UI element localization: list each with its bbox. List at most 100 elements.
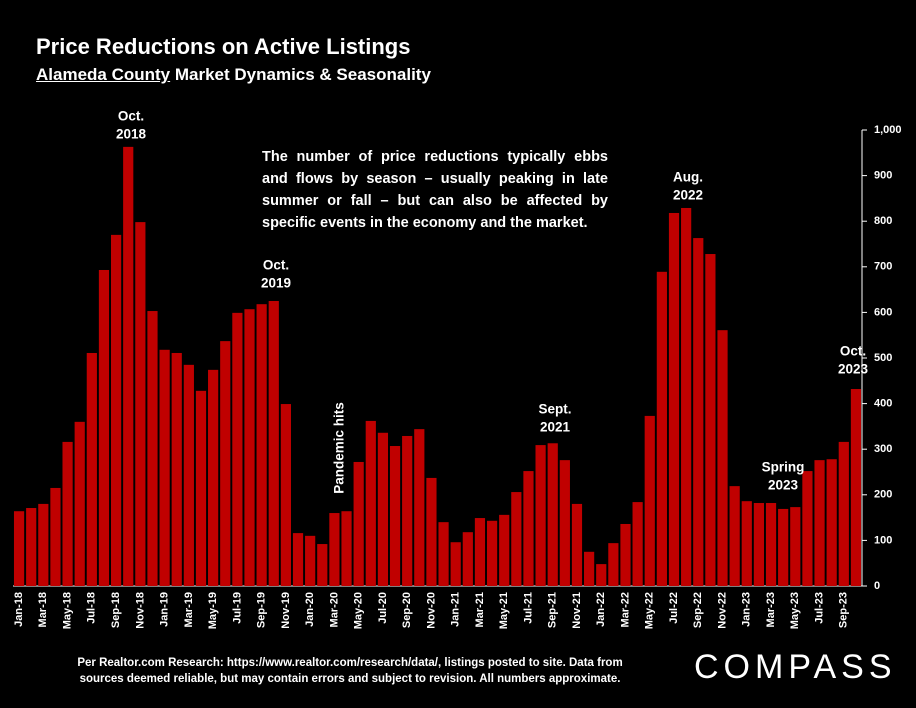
bar bbox=[559, 460, 570, 586]
x-tick-label: Mar-23 bbox=[765, 592, 777, 627]
bar bbox=[523, 471, 534, 586]
y-tick-label: 900 bbox=[874, 170, 892, 182]
bar bbox=[571, 503, 583, 586]
bar bbox=[765, 503, 777, 586]
x-tick-label: Sep-22 bbox=[692, 592, 704, 628]
y-tick-label: 400 bbox=[874, 398, 892, 410]
bar bbox=[778, 508, 789, 586]
bar bbox=[705, 254, 716, 587]
annotation-note: The number of price reductions typically… bbox=[262, 149, 608, 231]
y-tick-label: 600 bbox=[874, 306, 892, 318]
bar bbox=[38, 503, 49, 586]
x-tick-label: Nov-18 bbox=[134, 592, 146, 629]
x-tick-label: Jan-18 bbox=[13, 592, 25, 627]
y-tick-label: 1,000 bbox=[874, 124, 902, 136]
bar bbox=[826, 459, 837, 586]
bar bbox=[26, 508, 37, 586]
bar bbox=[486, 520, 498, 586]
bar bbox=[98, 269, 110, 586]
bar bbox=[171, 352, 182, 586]
bar bbox=[450, 542, 461, 586]
x-tick-label: Sep-23 bbox=[838, 592, 850, 628]
bar bbox=[183, 364, 194, 586]
x-tick-label: Jan-22 bbox=[595, 592, 607, 627]
bar bbox=[402, 435, 413, 586]
annotation: 2023 bbox=[838, 362, 869, 377]
x-tick-label: Nov-22 bbox=[716, 592, 728, 629]
x-tick-label: Mar-19 bbox=[183, 592, 195, 627]
x-tick-label: May-19 bbox=[207, 592, 219, 629]
logo: COMPASS bbox=[694, 648, 897, 686]
bar bbox=[814, 460, 825, 586]
bar bbox=[753, 503, 765, 586]
bar bbox=[244, 309, 255, 586]
bar bbox=[159, 349, 170, 586]
bar bbox=[608, 543, 619, 586]
bar bbox=[632, 502, 643, 586]
bar bbox=[620, 523, 631, 586]
annotation: Oct. bbox=[118, 109, 144, 124]
annotation: 2022 bbox=[673, 188, 703, 203]
bar bbox=[474, 518, 486, 586]
x-tick-label: May-20 bbox=[353, 592, 365, 629]
x-tick-label: May-23 bbox=[789, 592, 801, 629]
bar bbox=[50, 487, 61, 586]
subtitle-rest: Market Dynamics & Seasonality bbox=[170, 65, 431, 84]
x-tick-label: Jul-22 bbox=[668, 592, 680, 624]
bar bbox=[790, 507, 801, 586]
annotation: Aug. bbox=[673, 170, 703, 185]
bar bbox=[729, 486, 740, 586]
y-tick-label: 500 bbox=[874, 352, 892, 364]
bar bbox=[717, 330, 728, 586]
annotation: 2021 bbox=[540, 420, 571, 435]
annotation: Sept. bbox=[538, 402, 571, 417]
bar bbox=[741, 501, 752, 586]
annotation: Pandemic hits bbox=[332, 402, 347, 494]
x-tick-label: Jul-20 bbox=[377, 592, 389, 624]
bar bbox=[232, 312, 243, 586]
subtitle-county: Alameda County bbox=[36, 65, 171, 84]
x-tick-label: May-22 bbox=[644, 592, 656, 629]
x-tick-label: Sep-19 bbox=[256, 592, 268, 628]
footnote-line: sources deemed reliable, but may contain… bbox=[79, 673, 621, 685]
y-tick-label: 0 bbox=[874, 580, 880, 592]
x-tick-label: Jul-19 bbox=[231, 592, 243, 624]
bar bbox=[535, 445, 546, 586]
bar bbox=[135, 222, 146, 586]
bar bbox=[13, 511, 25, 586]
annotation: Oct. bbox=[840, 344, 866, 359]
annotation: 2018 bbox=[116, 127, 147, 142]
bar bbox=[596, 564, 607, 586]
x-tick-label: May-18 bbox=[61, 592, 73, 629]
bar bbox=[547, 443, 558, 586]
bar bbox=[220, 341, 231, 586]
bar bbox=[511, 492, 522, 586]
bar bbox=[426, 477, 437, 586]
bar bbox=[499, 514, 510, 586]
x-tick-label: Jul-21 bbox=[522, 592, 534, 624]
bar bbox=[280, 404, 291, 586]
bar bbox=[147, 311, 158, 586]
footnote-line: Per Realtor.com Research: https://www.re… bbox=[77, 657, 623, 669]
x-tick-label: Sep-18 bbox=[110, 592, 122, 628]
x-tick-label: Mar-18 bbox=[37, 592, 49, 627]
x-tick-label: Nov-19 bbox=[280, 592, 292, 629]
bar bbox=[208, 369, 219, 586]
y-tick-label: 800 bbox=[874, 215, 892, 227]
x-tick-label: Nov-20 bbox=[425, 592, 437, 629]
bar bbox=[292, 533, 304, 586]
bar bbox=[644, 415, 655, 586]
chart-title: Price Reductions on Active Listings bbox=[36, 34, 411, 59]
bar bbox=[256, 304, 267, 586]
footnote: Per Realtor.com Research: https://www.re… bbox=[40, 655, 660, 687]
bar bbox=[438, 522, 449, 586]
x-tick-label: Jul-23 bbox=[813, 592, 825, 624]
bar bbox=[462, 532, 473, 586]
bar bbox=[681, 207, 692, 586]
y-tick-label: 200 bbox=[874, 489, 892, 501]
bar bbox=[305, 535, 316, 586]
x-tick-label: Nov-21 bbox=[571, 592, 583, 629]
x-tick-label: Sep-20 bbox=[401, 592, 413, 628]
x-tick-label: Jan-20 bbox=[304, 592, 316, 627]
